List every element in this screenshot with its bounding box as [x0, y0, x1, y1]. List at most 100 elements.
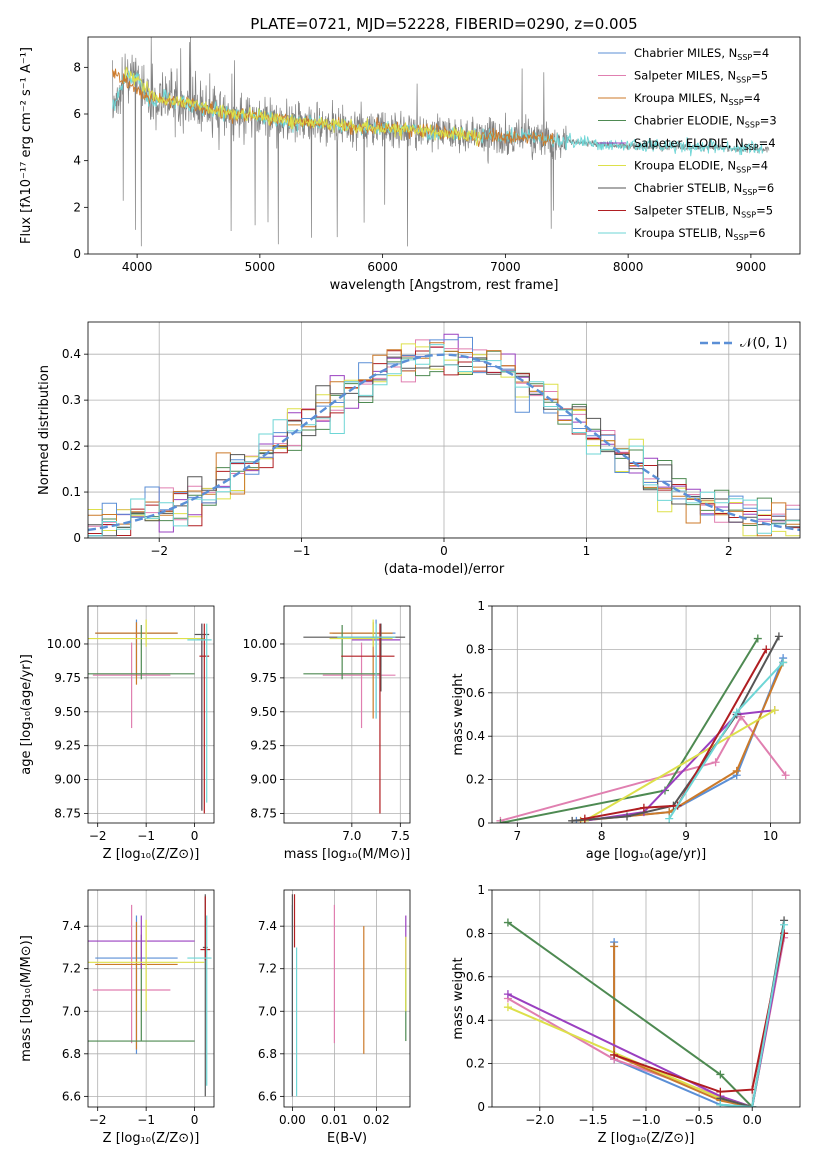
x-tick-label: 2 [725, 544, 733, 558]
x-tick-label: −1 [137, 1113, 155, 1127]
x-tick-label: −1.5 [578, 1113, 607, 1127]
errorbar-point [337, 623, 396, 719]
y-tick-label: 0 [73, 247, 81, 261]
weight-series [584, 709, 776, 822]
weight-marker [496, 819, 505, 823]
weight-series [720, 924, 786, 1107]
y-tick-label: 9.75 [250, 671, 277, 685]
y-tick-label: 0 [477, 1100, 485, 1114]
x-tick-label: 6000 [367, 260, 398, 274]
y-axis-label: mass [log₁₀(M/M⊙)] [19, 935, 34, 1062]
legend-subscript: SSP [736, 166, 751, 175]
x-axis-label: Z [log₁₀(Z/Z⊙)] [598, 1131, 695, 1146]
y-tick-label: 0.3 [62, 393, 81, 407]
model-spectrum [124, 66, 482, 147]
legend-entry: Chabrier MILES, NSSP=4 [634, 46, 769, 62]
errorbar-point [95, 921, 178, 1050]
residual-histogram [88, 336, 800, 537]
legend: Chabrier MILES, NSSP=4 Salpeter MILES, NS… [598, 46, 777, 242]
y-tick-label: 0.6 [466, 970, 485, 984]
x-tick-label: 7.0 [342, 829, 361, 843]
y-tick-label: 7.0 [62, 1004, 81, 1018]
y-tick-label: 7.4 [258, 919, 277, 933]
x-tick-label: 0.01 [321, 1113, 348, 1127]
weight-series [500, 714, 787, 822]
weight-marker [639, 803, 648, 812]
axes-frame [283, 605, 411, 824]
y-tick-label: 0.2 [466, 773, 485, 787]
weight-marker [503, 990, 512, 999]
y-tick-label: 8.75 [54, 807, 81, 821]
legend-suffix: =5 [751, 69, 768, 83]
legend-entry: Kroupa ELODIE, NSSP=4 [634, 159, 768, 175]
errorbar-point [88, 919, 205, 1012]
legend-text: Salpeter ELODIE, N [634, 136, 744, 150]
legend-entry: Chabrier STELIB, NSSP=6 [634, 181, 774, 197]
errorbar-point [322, 642, 396, 729]
plot-area [88, 890, 214, 1107]
weight-marker [716, 1070, 725, 1079]
errorbar-point [88, 915, 195, 969]
x-tick-label: 8000 [613, 260, 644, 274]
panel-spectrum: 4000 5000 6000 7000 8000 9000 0 2 4 6 8 wavelength … [19, 36, 801, 293]
legend-suffix: =5 [756, 204, 773, 218]
axes-frame [491, 605, 801, 824]
legend-entry: 𝒩(0, 1) [740, 336, 787, 351]
y-tick-label: 10.00 [243, 637, 277, 651]
weight-marker [779, 658, 788, 667]
x-tick-label: −1.0 [631, 1113, 660, 1127]
errorbar-point [329, 619, 393, 647]
y-tick-label: 7.4 [62, 919, 81, 933]
legend-subscript: SSP [741, 211, 756, 220]
y-axis-label: age [log₁₀(age/yr)] [19, 654, 34, 775]
weight-marker [753, 634, 762, 643]
errorbar-point [187, 915, 212, 1086]
weight-marker [780, 920, 789, 929]
gaussian-curve [88, 353, 800, 532]
x-tick-label: 8 [598, 829, 606, 843]
x-tick-label: 9 [682, 829, 690, 843]
x-axis-label: age [log₁₀(age/yr)] [586, 847, 707, 862]
x-tick-label: 1 [583, 544, 591, 558]
legend-entry: Kroupa MILES, NSSP=4 [634, 91, 760, 107]
legend-subscript: SSP [736, 76, 751, 85]
weight-marker [781, 771, 790, 780]
y-tick-label: 10.00 [47, 637, 81, 651]
plot-area [492, 890, 800, 1107]
y-tick-label: 9.75 [54, 671, 81, 685]
weight-marker [580, 814, 589, 823]
errorbar-point [303, 623, 406, 692]
legend-subscript: SSP [744, 143, 759, 152]
weight-marker [711, 758, 720, 767]
y-axis-label: mass weight [451, 957, 466, 1039]
weight-marker [503, 1003, 512, 1012]
y-tick-label: 8 [73, 60, 81, 74]
weight-marker [503, 918, 512, 927]
legend-text: Salpeter STELIB, N [634, 204, 741, 218]
weight-marker [762, 645, 771, 654]
x-tick-label: 0 [440, 544, 448, 558]
weight-marker [774, 632, 783, 641]
residual-histogram [88, 356, 800, 537]
y-tick-label: 0.4 [62, 347, 81, 361]
x-tick-label: 0.0 [743, 1113, 762, 1127]
x-tick-label: 0.02 [363, 1113, 390, 1127]
y-tick-label: 4 [73, 154, 81, 168]
errorbar-point [199, 623, 210, 814]
legend-subscript: SSP [737, 53, 752, 62]
legend-entry: Salpeter MILES, NSSP=5 [634, 69, 768, 85]
weight-series [507, 1006, 753, 1107]
x-tick-label: −0.5 [685, 1113, 714, 1127]
x-tick-label: 10 [763, 829, 778, 843]
x-tick-label: 7 [513, 829, 521, 843]
x-axis-label: Z [log₁₀(Z/Z⊙)] [103, 1131, 200, 1146]
legend-suffix: =4 [744, 91, 761, 105]
y-tick-label: 6.6 [62, 1089, 81, 1103]
legend-entry: Salpeter ELODIE, NSSP=4 [634, 136, 776, 152]
weight-series [507, 921, 753, 1107]
y-axis-label: Flux [fλ10⁻¹⁷ erg cm⁻² s⁻¹ A⁻¹] [19, 47, 34, 244]
panel-weight_vs_Z: −2.0 −1.5 −1.0 −0.5 0.0 0 0.2 0.4 0.6 0.8 1 Z [log₁… [451, 883, 801, 1146]
x-axis-label: E(B-V) [327, 1131, 367, 1146]
errorbar-point [187, 623, 212, 803]
x-tick-label: 7000 [490, 260, 521, 274]
